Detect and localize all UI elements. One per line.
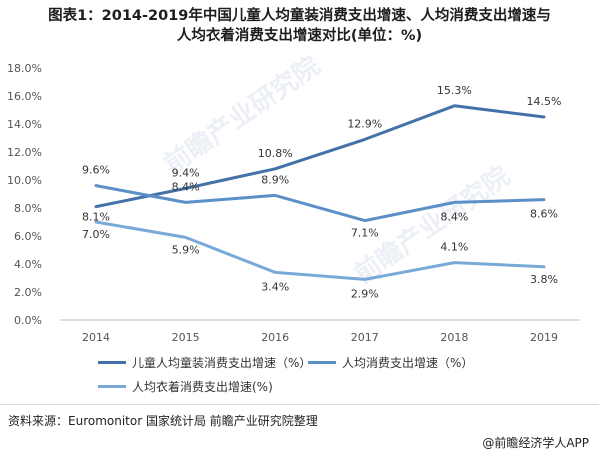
- y-tick-label: 6.0%: [14, 230, 42, 243]
- data-label: 12.9%: [347, 117, 382, 130]
- y-tick-label: 14.0%: [7, 118, 42, 131]
- chart-title-line1: 图表1：2014-2019年中国儿童人均童装消费支出增速、人均消费支出增速与: [48, 8, 551, 24]
- x-tick-label: 2014: [82, 331, 110, 344]
- data-label: 3.4%: [261, 280, 289, 293]
- legend-swatch: [308, 361, 336, 364]
- data-label: 2.9%: [351, 287, 379, 300]
- brand-credit: @前瞻经济学人APP: [482, 436, 589, 450]
- y-tick-label: 16.0%: [7, 90, 42, 103]
- data-label: 4.1%: [440, 241, 468, 254]
- legend-label: 儿童人均童装消费支出增速（%）: [132, 356, 312, 370]
- line-chart: 0.0% 2.0% 4.0% 6.0% 8.0% 10.0% 12.0% 14.0% 16.0%…: [7, 62, 580, 344]
- y-tick-label: 18.0%: [7, 62, 42, 75]
- chart-title-line2: 人均衣着消费支出增速对比(单位：%): [176, 28, 423, 44]
- x-tick-label: 2017: [351, 331, 379, 344]
- data-labels: 8.1% 9.4% 10.8% 12.9% 15.3% 14.5% 9.6% 8.4% 8.9%…: [82, 84, 561, 301]
- data-label: 8.6%: [530, 208, 558, 221]
- legend-swatch: [98, 385, 126, 388]
- data-label: 9.4%: [172, 166, 200, 179]
- data-label: 7.1%: [351, 227, 379, 240]
- x-tick-label: 2015: [172, 331, 200, 344]
- legend-item-consumption: 人均消费支出增速（%）: [308, 354, 473, 371]
- y-tick-label: 8.0%: [14, 202, 42, 215]
- data-label: 14.5%: [527, 95, 562, 108]
- legend-swatch: [98, 361, 126, 364]
- data-label: 8.1%: [82, 211, 110, 224]
- y-tick-label: 12.0%: [7, 146, 42, 159]
- series-line-2: [94, 220, 546, 281]
- divider: [0, 404, 599, 405]
- data-label: 9.6%: [82, 164, 110, 177]
- x-tick-label: 2018: [440, 331, 468, 344]
- series-lines: [94, 104, 546, 281]
- y-axis: 0.0% 2.0% 4.0% 6.0% 8.0% 10.0% 12.0% 14.0% 16.0%…: [7, 62, 42, 327]
- x-tick-label: 2019: [530, 331, 558, 344]
- data-label: 3.8%: [530, 273, 558, 286]
- data-label: 8.4%: [172, 180, 200, 193]
- y-tick-label: 4.0%: [14, 258, 42, 271]
- data-label: 7.0%: [82, 228, 110, 241]
- legend-item-kids-clothing: 儿童人均童装消费支出增速（%）: [98, 354, 311, 371]
- series-line-1: [94, 184, 546, 223]
- series-line-0: [94, 104, 546, 209]
- source-note: 资料来源：Euromonitor 国家统计局 前瞻产业研究院整理: [8, 414, 318, 428]
- data-label: 8.9%: [261, 173, 289, 186]
- y-tick-label: 2.0%: [14, 286, 42, 299]
- data-label: 5.9%: [172, 243, 200, 256]
- data-label: 8.4%: [440, 210, 468, 223]
- y-tick-label: 0.0%: [14, 314, 42, 327]
- y-tick-label: 10.0%: [7, 174, 42, 187]
- legend-item-clothing: 人均衣着消费支出增速(%): [98, 378, 273, 395]
- data-label: 10.8%: [258, 147, 293, 160]
- data-label: 15.3%: [437, 84, 472, 97]
- x-axis: 2014 2015 2016 2017 2018 2019: [60, 319, 580, 344]
- chart-title: 图表1：2014-2019年中国儿童人均童装消费支出增速、人均消费支出增速与 人…: [0, 6, 599, 46]
- x-tick-label: 2016: [261, 331, 289, 344]
- legend-label: 人均消费支出增速（%）: [342, 356, 474, 370]
- legend-label: 人均衣着消费支出增速(%): [132, 380, 273, 394]
